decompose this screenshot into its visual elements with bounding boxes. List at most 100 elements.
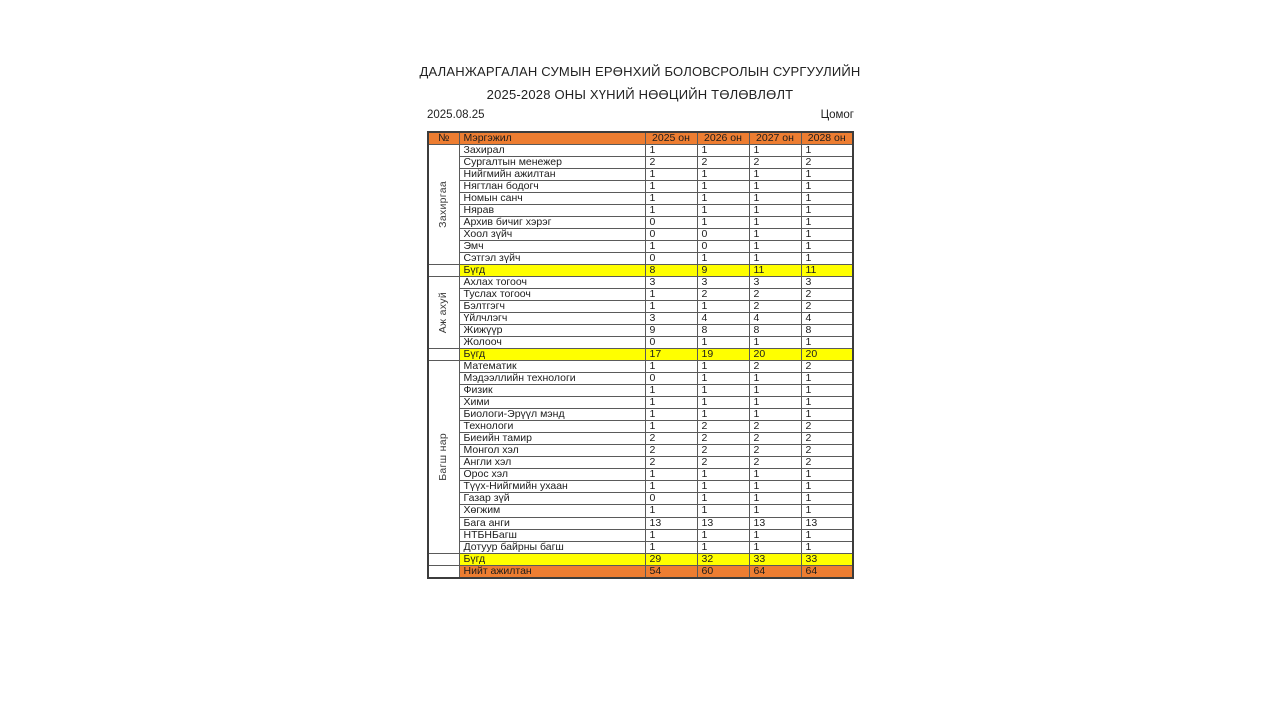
count-cell: 1 xyxy=(748,144,802,158)
subtotal-count-cell: 19 xyxy=(696,348,750,362)
column-header: Мэргэжил xyxy=(458,131,646,145)
count-cell: 1 xyxy=(800,528,854,542)
count-cell: 2 xyxy=(644,444,698,458)
count-cell: 1 xyxy=(800,396,854,410)
count-cell: 1 xyxy=(644,468,698,482)
profession-cell: Хими xyxy=(458,396,646,410)
empty-num-cell xyxy=(427,348,460,362)
profession-cell: Сургалтын менежер xyxy=(458,156,646,170)
profession-cell: Нярав xyxy=(458,204,646,218)
staff-table: № Мэргэжил 2025 он 2026 он 2027 он 2028 он За… xyxy=(427,131,854,579)
count-cell: 1 xyxy=(800,144,854,158)
profession-cell: Физик xyxy=(458,384,646,398)
count-cell: 2 xyxy=(748,420,802,434)
subtotal-count-cell: 8 xyxy=(644,264,698,278)
profession-cell: Орос хэл xyxy=(458,468,646,482)
count-cell: 1 xyxy=(800,468,854,482)
table-row: Биеийн тамир 2 2 2 2 xyxy=(428,432,854,446)
count-cell: 1 xyxy=(644,204,698,218)
count-cell: 1 xyxy=(644,420,698,434)
count-cell: 0 xyxy=(644,228,698,242)
count-cell: 1 xyxy=(800,384,854,398)
count-cell: 8 xyxy=(800,324,854,338)
subtotal-label: Бүгд xyxy=(458,348,646,362)
count-cell: 3 xyxy=(644,312,698,326)
document-title-line2: 2025-2028 ОНЫ ХҮНИЙ НӨӨЦИЙН ТӨЛӨВЛӨЛТ xyxy=(486,87,794,102)
count-cell: 2 xyxy=(696,456,750,470)
count-cell: 1 xyxy=(644,480,698,494)
header-row: № Мэргэжил 2025 он 2026 он 2027 он 2028 он xyxy=(427,131,854,145)
subtotal-count-cell: 29 xyxy=(644,552,698,566)
count-cell: 1 xyxy=(800,408,854,422)
table-row: Хөгжим 1 1 1 1 xyxy=(428,504,854,518)
count-cell: 1 xyxy=(800,180,854,194)
table-row: Хими 1 1 1 1 xyxy=(428,396,854,410)
table-row: Түүх-Нийгмийн ухаан 1 1 1 1 xyxy=(428,480,854,494)
count-cell: 3 xyxy=(748,276,802,290)
profession-cell: Биеийн тамир xyxy=(458,432,646,446)
count-cell: 1 xyxy=(800,168,854,182)
count-cell: 1 xyxy=(748,540,802,554)
count-cell: 1 xyxy=(696,204,750,218)
count-cell: 1 xyxy=(696,192,750,206)
profession-cell: Сэтгэл зүйч xyxy=(458,252,646,266)
row-group-cell: Захиргаа xyxy=(427,144,460,266)
empty-num-cell xyxy=(427,552,460,566)
count-cell: 2 xyxy=(644,156,698,170)
count-cell: 2 xyxy=(696,444,750,458)
count-cell: 1 xyxy=(748,504,802,518)
count-cell: 1 xyxy=(748,252,802,266)
meta-row: 2025.08.25 Цомог xyxy=(427,109,854,121)
profession-cell: Дотуур байрны багш xyxy=(458,540,646,554)
table-row: Аж ахуй Ахлах тогооч 3 3 3 3 xyxy=(427,276,854,350)
profession-cell: Биологи-Эрүүл мэнд xyxy=(458,408,646,422)
profession-cell: Англи хэл xyxy=(458,456,646,470)
table-row: Эмч 1 0 1 1 xyxy=(428,240,854,254)
table-row: Жижүүр 9 8 8 8 xyxy=(428,324,854,338)
count-cell: 2 xyxy=(748,360,802,374)
count-cell: 1 xyxy=(800,480,854,494)
count-cell: 1 xyxy=(696,504,750,518)
profession-cell: Нийгмийн ажилтан xyxy=(458,168,646,182)
count-cell: 1 xyxy=(644,180,698,194)
count-cell: 1 xyxy=(748,204,802,218)
count-cell: 1 xyxy=(696,492,750,506)
count-cell: 1 xyxy=(696,468,750,482)
column-header: № xyxy=(427,131,460,145)
count-cell: 1 xyxy=(748,180,802,194)
count-cell: 2 xyxy=(800,156,854,170)
count-cell: 1 xyxy=(644,288,698,302)
profession-cell: Нягтлан бодогч xyxy=(458,180,646,194)
count-cell: 1 xyxy=(696,372,750,386)
count-cell: 2 xyxy=(800,288,854,302)
count-cell: 13 xyxy=(696,516,750,530)
table-row: Технологи 1 2 2 2 xyxy=(428,420,854,434)
count-cell: 2 xyxy=(748,456,802,470)
subtotal-label: Бүгд xyxy=(458,264,646,278)
total-count-cell: 64 xyxy=(748,564,802,579)
count-cell: 4 xyxy=(748,312,802,326)
row-group-label: Захиргаа xyxy=(437,181,450,228)
count-cell: 1 xyxy=(800,372,854,386)
count-cell: 1 xyxy=(800,336,854,350)
table-row: Газар зүй 0 1 1 1 xyxy=(428,492,854,506)
total-count-cell: 60 xyxy=(696,564,750,579)
subtotal-count-cell: 9 xyxy=(696,264,750,278)
count-cell: 1 xyxy=(748,372,802,386)
table-row: Нягтлан бодогч 1 1 1 1 xyxy=(428,180,854,194)
count-cell: 1 xyxy=(696,216,750,230)
profession-cell: Жолооч xyxy=(458,336,646,350)
count-cell: 2 xyxy=(748,156,802,170)
count-cell: 1 xyxy=(696,384,750,398)
count-cell: 2 xyxy=(748,300,802,314)
count-cell: 2 xyxy=(644,432,698,446)
count-cell: 3 xyxy=(696,276,750,290)
count-cell: 1 xyxy=(748,168,802,182)
subtotal-row: Бүгд 17 19 20 20 xyxy=(427,348,854,362)
profession-cell: Түүх-Нийгмийн ухаан xyxy=(458,480,646,494)
row-group-label: Багш нар xyxy=(437,433,450,481)
count-cell: 0 xyxy=(644,216,698,230)
count-cell: 9 xyxy=(644,324,698,338)
count-cell: 1 xyxy=(800,540,854,554)
